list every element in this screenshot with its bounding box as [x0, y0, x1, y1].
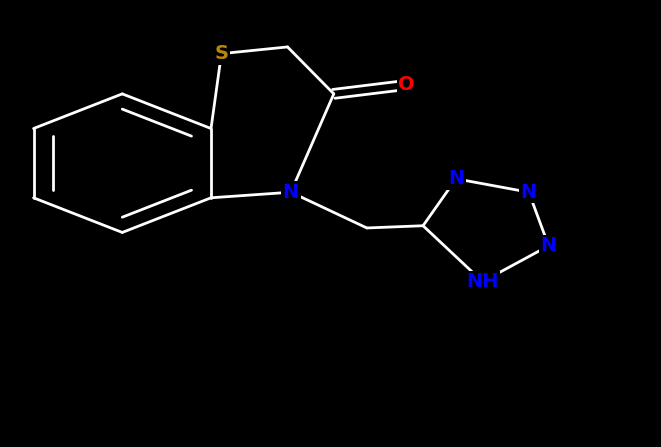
Text: N: N	[541, 236, 557, 255]
Text: S: S	[214, 44, 229, 63]
Text: N: N	[448, 169, 464, 188]
Text: N: N	[521, 183, 537, 202]
Text: N: N	[283, 183, 299, 202]
Text: NH: NH	[466, 272, 499, 291]
Text: O: O	[398, 76, 415, 94]
